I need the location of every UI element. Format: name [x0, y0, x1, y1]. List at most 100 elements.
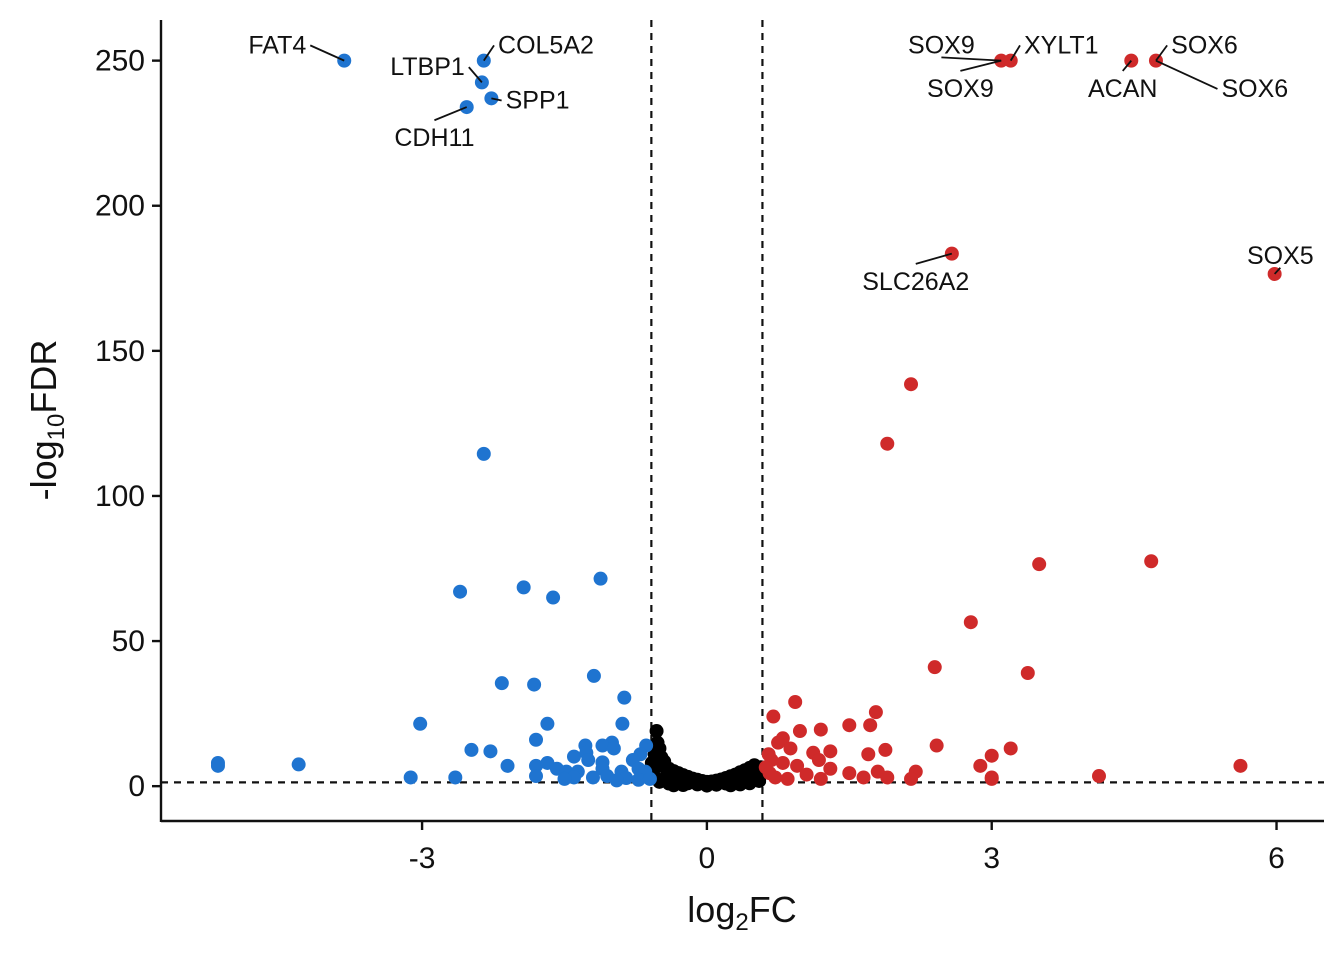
ns-point: [733, 777, 748, 792]
up-point: [771, 735, 786, 750]
down-point: [585, 770, 600, 785]
down-point: [586, 668, 601, 683]
up-point: [762, 766, 777, 781]
label-leader-line: [309, 44, 345, 62]
up-point: [856, 770, 871, 785]
x-ticks: -3 0 3 6: [409, 821, 1285, 875]
gene-label: SOX9: [927, 75, 994, 103]
down-point: [476, 446, 491, 461]
up-point: [904, 771, 919, 786]
down-point: [413, 716, 428, 731]
up-point: [823, 744, 838, 759]
gene-label: COL5A2: [498, 31, 594, 59]
up-point: [963, 615, 978, 630]
label-leader-line: [483, 44, 495, 62]
up-point: [973, 758, 988, 773]
up-point: [813, 771, 828, 786]
up-point: [878, 742, 893, 757]
down-point: [540, 716, 555, 731]
down-point: [453, 584, 468, 599]
up-point: [842, 766, 857, 781]
down-point: [516, 580, 531, 595]
up-point: [984, 748, 999, 763]
label-leader-line: [1155, 59, 1218, 90]
down-point: [631, 772, 646, 787]
up-point: [842, 718, 857, 733]
gene-label: ACAN: [1088, 75, 1157, 103]
gene-label: CDH11: [394, 124, 474, 152]
down-point: [291, 757, 306, 772]
gene-label: SOX6: [1221, 75, 1288, 103]
down-point: [615, 716, 630, 731]
y-axis-title: -log10FDR: [23, 340, 70, 501]
up-point: [823, 761, 838, 776]
y-tick-label: 0: [128, 770, 145, 803]
down-point: [617, 690, 632, 705]
down-point: [403, 770, 418, 785]
label-leader-line: [1273, 267, 1281, 275]
x-tick-label: 0: [699, 842, 716, 875]
y-tick-label: 50: [112, 625, 145, 658]
down-point: [494, 676, 509, 691]
up-point: [1032, 557, 1047, 572]
ns-point: [666, 778, 681, 793]
up-point: [766, 709, 781, 724]
y-tick-label: 250: [95, 45, 145, 78]
threshold-lines: [161, 20, 1324, 821]
up-point: [929, 738, 944, 753]
up-point: [861, 747, 876, 762]
label-leader-line: [468, 66, 483, 83]
up-point: [1003, 741, 1018, 756]
gene-label: SPP1: [506, 87, 570, 115]
x-tick-label: 6: [1268, 842, 1285, 875]
gene-labels: FAT4 COL5A2 LTBP1 SPP1 CDH11 SOX9 XYLT1 SOX9 ACA…: [248, 31, 1313, 296]
axes: [159, 20, 1324, 823]
y-tick-label: 100: [95, 480, 145, 513]
down-point: [566, 749, 581, 764]
down-point: [557, 771, 572, 786]
gene-label: SLC26A2: [862, 268, 969, 296]
down-point: [606, 741, 621, 756]
down-point: [529, 732, 544, 747]
up-point: [868, 705, 883, 720]
label-leader-line: [434, 106, 468, 122]
down-point: [593, 571, 608, 586]
up-point: [1144, 554, 1159, 569]
up-point: [775, 755, 790, 770]
y-tick-label: 150: [95, 335, 145, 368]
label-leader-line: [960, 59, 1002, 72]
label-leader-lines: [309, 44, 1281, 275]
up-point: [1020, 665, 1035, 680]
down-point: [546, 590, 561, 605]
down-point: [642, 771, 657, 786]
label-leader-line: [1122, 60, 1132, 72]
down-point: [609, 773, 624, 788]
up-point: [880, 436, 895, 451]
up-point: [790, 758, 805, 773]
up-point: [904, 377, 919, 392]
label-leader-line: [915, 252, 953, 265]
ns-point: [649, 724, 664, 739]
down-point: [464, 742, 479, 757]
down-point: [527, 677, 542, 692]
gene-label: SOX6: [1171, 31, 1238, 59]
down-point: [529, 758, 544, 773]
up-point: [863, 718, 878, 733]
up-point: [984, 771, 999, 786]
gene-label: XYLT1: [1024, 31, 1099, 59]
down-point: [581, 753, 596, 768]
up-point: [870, 764, 885, 779]
down-point: [529, 769, 544, 784]
down-point: [448, 770, 463, 785]
down-point: [483, 744, 498, 759]
y-tick-label: 200: [95, 190, 145, 223]
down-point: [210, 758, 225, 773]
x-axis-title: log2FC: [687, 889, 796, 936]
label-leader-line: [1155, 44, 1168, 62]
gene-label: FAT4: [248, 31, 306, 59]
up-point: [811, 753, 826, 768]
up-point: [788, 695, 803, 710]
x-tick-label: -3: [409, 842, 436, 875]
up-point: [783, 741, 798, 756]
